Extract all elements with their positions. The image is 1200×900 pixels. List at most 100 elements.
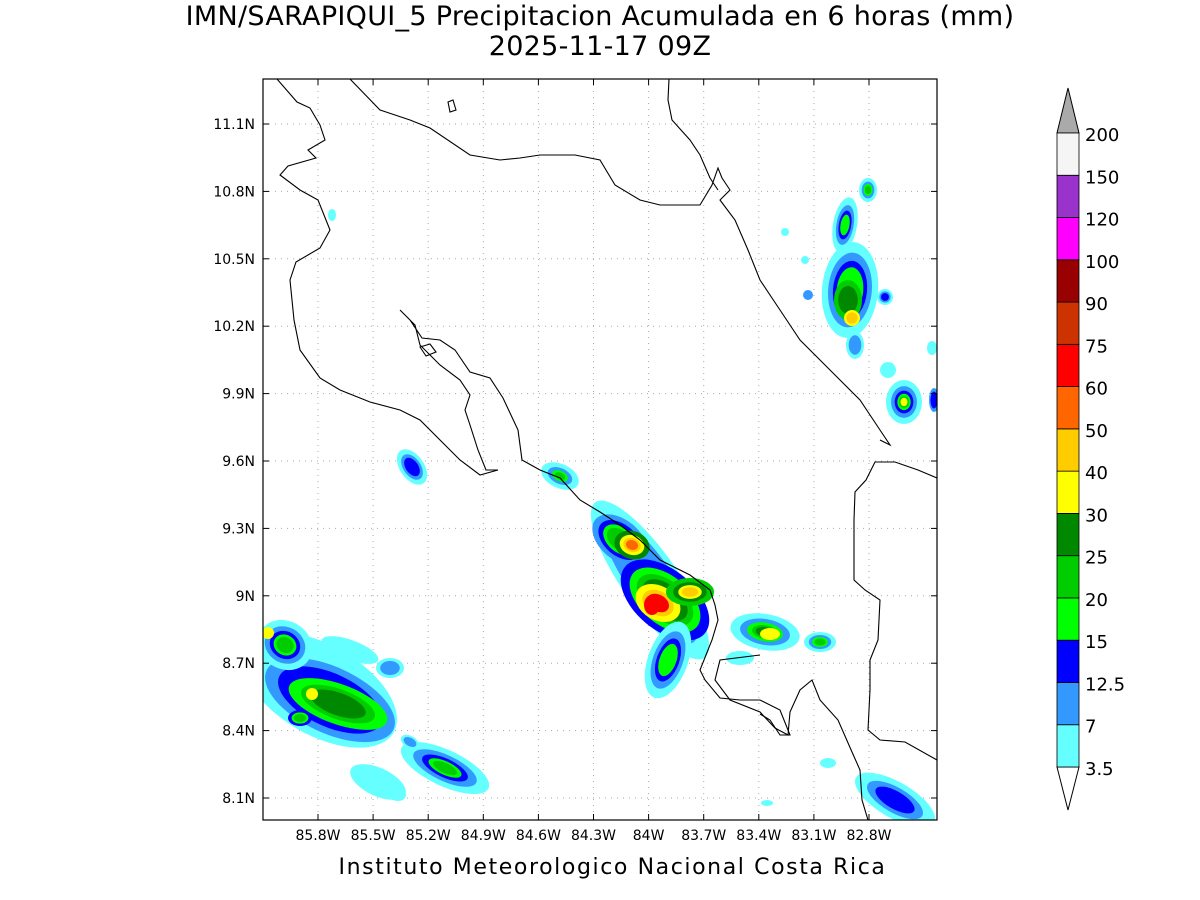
lat-tick-label: 10.5N [213, 252, 255, 268]
lat-tick-label: 10.2N [213, 319, 255, 335]
colorbar-swatch [1056, 259, 1080, 303]
precip-cell [403, 736, 417, 748]
colorbar-label: 15 [1085, 632, 1108, 653]
precip-cell [803, 290, 813, 300]
precip-cell [761, 800, 773, 806]
lat-tick-label: 8.1N [222, 791, 255, 807]
precipitation-field [263, 178, 937, 820]
lon-tick-label: 84.6W [516, 828, 561, 844]
title-line-2: 2025-11-17 09Z [488, 31, 712, 62]
colorbar-swatch [1056, 343, 1080, 388]
precip-cell [625, 540, 639, 550]
lat-tick-label: 9.6N [222, 454, 255, 470]
lat-tick-label: 9N [236, 589, 255, 605]
colorbar-bottom-arrow [1056, 766, 1080, 811]
coastline [276, 79, 937, 820]
precip-cell [814, 638, 826, 646]
colorbar-label: 120 [1085, 210, 1119, 231]
precip-cell [263, 627, 274, 639]
colorbar-swatch [1056, 301, 1080, 345]
precip-cell [838, 286, 858, 314]
colorbar-swatch [1056, 639, 1080, 683]
lon-tick-label: 83.4W [736, 828, 781, 844]
colorbar-swatch [1056, 217, 1080, 261]
precip-cell [848, 335, 862, 355]
coastline-osa-peninsula [714, 654, 869, 820]
precip-cell [881, 293, 889, 301]
precip-cell [390, 789, 406, 801]
lon-tick-label: 85.2W [406, 828, 451, 844]
coastline-pacific-north [276, 79, 791, 736]
precip-cell [781, 228, 789, 236]
colorbar: 3.5 7 12.5 15 20 25 30 40 50 60 75 90 100 120 150 200 [1056, 87, 1125, 811]
precip-cell [900, 397, 908, 407]
lon-tick-label: 85.8W [295, 828, 340, 844]
border-panama [853, 461, 937, 761]
precip-cell [404, 457, 420, 477]
precip-cell [820, 758, 836, 768]
lat-tick-label: 8.4N [222, 724, 255, 740]
precip-cell [306, 688, 318, 700]
colorbar-label: 90 [1085, 294, 1108, 315]
precip-cell [930, 391, 937, 409]
colorbar-label: 75 [1085, 336, 1108, 357]
precip-cell [321, 636, 379, 664]
precip-cell [801, 256, 809, 264]
lon-tick-label: 82.8W [846, 828, 891, 844]
precip-cell [760, 628, 780, 640]
plot-frame [262, 78, 938, 821]
colorbar-label: 25 [1085, 548, 1108, 569]
title-line-1: IMN/SARAPIQUI_5 Precipitacion Acumulada … [185, 1, 1015, 32]
precip-cell [554, 472, 566, 480]
colorbar-swatch [1056, 682, 1080, 726]
precip-cell [350, 764, 406, 800]
precip-cell [328, 209, 336, 221]
colorbar-label: 150 [1085, 167, 1119, 188]
lat-tick-label: 9.9N [222, 387, 255, 403]
colorbar-label: 20 [1085, 590, 1108, 611]
precip-cell [644, 595, 660, 615]
footer-credit: Instituto Meteorologico Nacional Costa R… [338, 855, 887, 880]
nicaragua-border [667, 79, 719, 191]
colorbar-top-arrow [1056, 87, 1080, 134]
lon-tick-label: 83.7W [681, 828, 726, 844]
precip-cell [840, 214, 850, 236]
colorbar-label: 40 [1085, 463, 1108, 484]
colorbar-label: 60 [1085, 379, 1108, 400]
colorbar-label: 7 [1085, 717, 1096, 738]
lon-tick-label: 83.1W [791, 828, 836, 844]
precip-cell [846, 312, 858, 324]
colorbar-label: 50 [1085, 421, 1108, 442]
lon-tick-label: 84.3W [571, 828, 616, 844]
colorbar-swatch [1056, 174, 1080, 218]
precip-cell [681, 587, 699, 597]
axis-labels: 8.1N 8.4N 8.7N 9N 9.3N 9.6N 9.9N 10.2N 10.5N 10.8… [213, 79, 937, 844]
precip-cell [875, 786, 915, 814]
precip-cell [380, 661, 400, 675]
lon-tick-label: 84.9W [461, 828, 506, 844]
precip-cell [880, 362, 896, 378]
colorbar-swatch [1056, 513, 1080, 557]
precip-cell [294, 714, 306, 722]
lat-tick-label: 9.3N [222, 521, 255, 537]
island-chira [419, 343, 437, 357]
colorbar-label: 30 [1085, 505, 1108, 526]
colorbar-swatch [1056, 724, 1080, 768]
colorbar-label: 100 [1085, 252, 1119, 273]
precip-cell [433, 761, 457, 775]
colorbar-label: 12.5 [1085, 674, 1125, 695]
colorbar-swatch [1056, 386, 1080, 430]
colorbar-swatch [1056, 428, 1080, 472]
coastline-caribbean [349, 79, 892, 447]
colorbar-swatch [1056, 470, 1080, 514]
island-solentiname [447, 99, 457, 113]
lon-tick-label: 85.5W [351, 828, 396, 844]
precip-cell [310, 689, 366, 719]
colorbar-swatch [1056, 132, 1080, 176]
precip-cell [658, 643, 678, 677]
colorbar-swatch [1056, 597, 1080, 641]
colorbar-label: 200 [1085, 125, 1119, 146]
lat-tick-label: 10.8N [213, 184, 255, 200]
precip-cell [276, 637, 294, 653]
